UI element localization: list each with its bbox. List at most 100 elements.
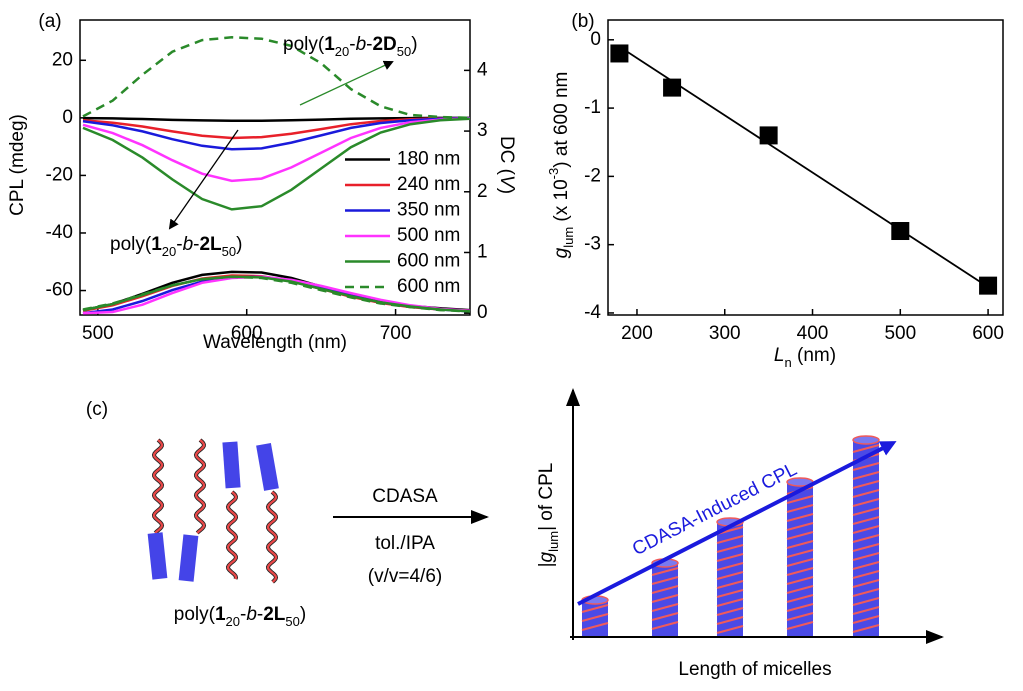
- block: [256, 442, 279, 491]
- helix: [786, 567, 814, 576]
- text-run: b: [183, 234, 194, 255]
- text-run: 2L: [263, 604, 286, 625]
- y-tick-label: -3: [584, 234, 601, 255]
- helix: [716, 553, 744, 562]
- x-tick-label: 500: [884, 323, 916, 344]
- text-run: b: [246, 604, 257, 625]
- trend-label: CDASA-Induced CPL: [629, 459, 800, 560]
- series-line: [82, 116, 471, 151]
- helix: [852, 525, 880, 534]
- annotation-arrow: [299, 60, 394, 106]
- helix: [716, 607, 744, 616]
- helix: [786, 594, 814, 603]
- text-run: 20: [335, 44, 349, 59]
- y-axis-title: CPL (mdeg): [7, 114, 28, 216]
- helix: [852, 588, 880, 597]
- block: [147, 532, 168, 580]
- y2-tick-label: 3: [477, 120, 488, 141]
- helix: [651, 585, 679, 594]
- helix: [786, 603, 814, 612]
- helix: [651, 621, 679, 630]
- x-tick-label: 700: [380, 323, 412, 344]
- text-run: |: [536, 562, 557, 567]
- y-axis-title: glum (x 10-3) at 600 nm: [546, 72, 576, 259]
- text-run: DC (: [496, 136, 517, 176]
- legend-label: 600 nm: [397, 276, 460, 297]
- legend-label: 180 nm: [397, 149, 460, 170]
- helix: [581, 622, 609, 631]
- text-run: -: [257, 604, 263, 625]
- marker: [759, 126, 778, 145]
- helix: [852, 498, 880, 507]
- ratio: (v/v=4/6): [368, 566, 442, 587]
- helix: [651, 576, 679, 585]
- y-tick-label: -20: [46, 164, 73, 185]
- helix: [651, 594, 679, 603]
- y-tick-label: -1: [584, 97, 601, 118]
- helix: [786, 513, 814, 522]
- helix: [716, 625, 744, 634]
- helix: [852, 462, 880, 471]
- marker: [663, 78, 682, 97]
- marker: [610, 44, 629, 63]
- text-run: ): [411, 34, 417, 55]
- helix: [716, 616, 744, 625]
- helix: [651, 612, 679, 621]
- text-run: -: [349, 34, 355, 55]
- helix: [786, 540, 814, 549]
- y-tick-label: -2: [584, 165, 601, 186]
- text-run: 1: [151, 234, 162, 255]
- helix: [786, 495, 814, 504]
- y2-tick-label: 2: [477, 181, 488, 202]
- helix: [852, 570, 880, 579]
- helix: [651, 567, 679, 576]
- series-line: [82, 117, 471, 183]
- x-tick-label: 300: [709, 323, 741, 344]
- series-line: [82, 275, 471, 313]
- plot-frame: [79, 19, 471, 316]
- micelle-top: [852, 435, 880, 445]
- text-run: (x 10: [551, 179, 572, 227]
- block: [222, 441, 241, 489]
- annotation-arrow: [168, 129, 239, 230]
- reagent: CDASA: [372, 486, 438, 507]
- text-run: -: [366, 34, 372, 55]
- solvent: tol./IPA: [375, 533, 435, 554]
- helix: [786, 549, 814, 558]
- helix: [716, 535, 744, 544]
- text-run: ) at 600 nm: [551, 72, 572, 168]
- y-tick-label: -60: [46, 280, 73, 301]
- text-run: 50: [285, 614, 299, 629]
- helix: [852, 543, 880, 552]
- y-tick-label: -4: [584, 302, 601, 323]
- helix: [852, 615, 880, 624]
- text-run: 2L: [199, 234, 222, 255]
- helix: [786, 612, 814, 621]
- helix: [852, 471, 880, 480]
- text-run: lum: [546, 531, 561, 552]
- annotation: poly(120-b-2L50): [110, 234, 242, 259]
- text-run: 1: [215, 604, 226, 625]
- y2-tick-label: 4: [477, 59, 488, 80]
- helix: [852, 561, 880, 570]
- marker: [891, 222, 910, 241]
- legend-label: 350 nm: [397, 200, 460, 221]
- helix: [852, 516, 880, 525]
- text-run: g: [536, 551, 557, 562]
- chain: [266, 491, 278, 583]
- helix: [716, 598, 744, 607]
- block: [178, 534, 199, 582]
- text-run: ): [300, 604, 306, 625]
- marker: [979, 276, 998, 295]
- x-axis-title: Ln (nm): [774, 345, 836, 370]
- legend-label: 240 nm: [397, 174, 460, 195]
- helix: [716, 571, 744, 580]
- text-run: CPL (mdeg): [7, 114, 28, 216]
- text-run: poly(: [110, 234, 152, 255]
- text-run: -: [176, 234, 182, 255]
- helix: [852, 597, 880, 606]
- text-run: 1: [324, 34, 335, 55]
- legend-label: 600 nm: [397, 251, 460, 272]
- text-run: ): [236, 234, 242, 255]
- helix: [786, 576, 814, 585]
